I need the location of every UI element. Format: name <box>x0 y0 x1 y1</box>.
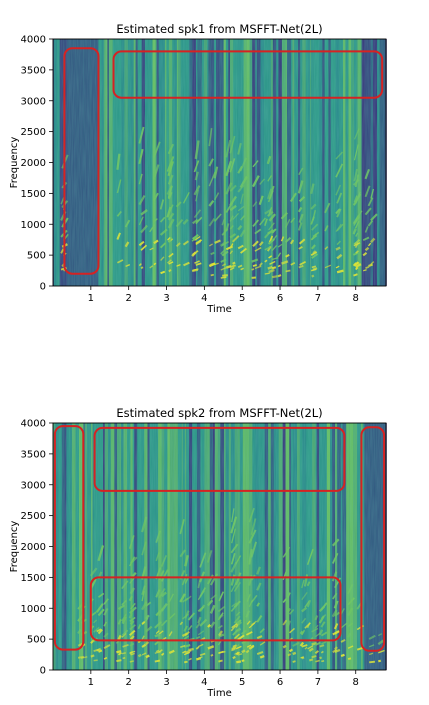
x-tick-label-4: 5 <box>239 677 245 688</box>
y-axis-label: Frequency <box>9 521 20 573</box>
x-axis-label: Time <box>206 304 231 315</box>
x-tick-label-3: 4 <box>201 677 207 688</box>
y-tick-label-3: 1500 <box>21 573 46 584</box>
y-tick-label-8: 4000 <box>21 419 46 430</box>
x-axis-label: Time <box>206 688 231 699</box>
y-axis-label: Frequency <box>9 137 20 189</box>
x-tick-label-3: 4 <box>201 293 207 304</box>
x-tick-label-5: 6 <box>277 677 283 688</box>
x-tick-label-4: 5 <box>239 293 245 304</box>
highlight-box-1 <box>93 426 346 492</box>
y-tick-label-3: 1500 <box>21 189 46 200</box>
y-tick-label-1: 500 <box>27 251 46 262</box>
spectrogram-noise <box>53 39 386 286</box>
y-tick-label-8: 4000 <box>21 35 46 46</box>
x-tick-label-1: 2 <box>125 293 131 304</box>
y-tick-label-6: 3000 <box>21 96 46 107</box>
y-tick-label-4: 2000 <box>21 158 46 169</box>
x-axis-ticks: 1 2 3 4 5 6 7 8 <box>88 286 359 304</box>
highlight-box-1 <box>112 50 384 99</box>
x-axis-ticks: 1 2 3 4 5 6 7 8 <box>88 670 359 688</box>
x-tick-label-6: 7 <box>315 293 321 304</box>
y-tick-label-0: 0 <box>40 282 46 293</box>
y-tick-label-1: 500 <box>27 635 46 646</box>
x-tick-label-7: 8 <box>353 293 359 304</box>
spectrogram-panel-2: Estimated spk2 from MSFFT-Net(2L) 1 2 3 4 5 6… <box>9 406 387 699</box>
chart-title: Estimated spk2 from MSFFT-Net(2L) <box>116 406 322 420</box>
y-tick-label-7: 3500 <box>21 449 46 460</box>
spectrogram-panel-1: Estimated spk1 from MSFFT-Net(2L) 1 2 3 4 5 6… <box>9 22 387 315</box>
plot-area <box>52 38 387 287</box>
x-tick-label-1: 2 <box>125 677 131 688</box>
x-tick-label-0: 1 <box>88 293 94 304</box>
y-tick-label-5: 2500 <box>21 511 46 522</box>
y-tick-label-7: 3500 <box>21 65 46 76</box>
chart-title: Estimated spk1 from MSFFT-Net(2L) <box>116 22 322 36</box>
y-tick-label-0: 0 <box>40 666 46 677</box>
x-tick-label-0: 1 <box>88 677 94 688</box>
x-tick-label-5: 6 <box>277 293 283 304</box>
y-axis-ticks: 0 500 1000 1500 2000 2500 3000 3500 4000 <box>21 35 53 293</box>
y-tick-label-5: 2500 <box>21 127 46 138</box>
plot-area <box>52 422 387 671</box>
highlight-box-3 <box>360 426 386 652</box>
spectrogram-noise <box>53 423 386 670</box>
y-tick-label-2: 1000 <box>21 220 46 231</box>
highlight-box-0 <box>53 425 85 651</box>
highlight-box-2 <box>89 576 342 642</box>
y-axis-ticks: 0 500 1000 1500 2000 2500 3000 3500 4000 <box>21 419 53 677</box>
y-tick-label-4: 2000 <box>21 542 46 553</box>
highlight-boxes <box>63 47 384 275</box>
highlight-box-0 <box>63 47 100 275</box>
x-tick-label-7: 8 <box>353 677 359 688</box>
x-tick-label-6: 7 <box>315 677 321 688</box>
x-tick-label-2: 3 <box>163 293 169 304</box>
highlight-boxes <box>53 425 386 652</box>
x-tick-label-2: 3 <box>163 677 169 688</box>
y-tick-label-6: 3000 <box>21 480 46 491</box>
y-tick-label-2: 1000 <box>21 604 46 615</box>
